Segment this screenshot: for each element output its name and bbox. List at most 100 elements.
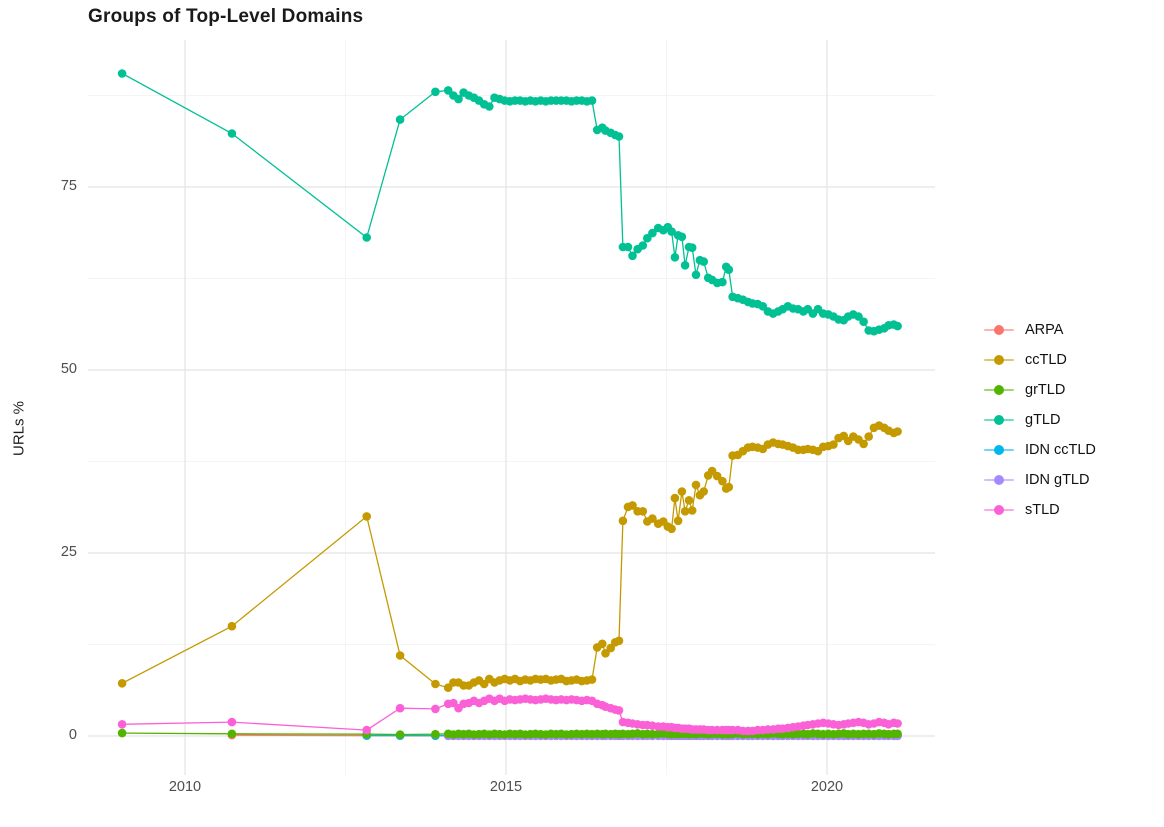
data-point [628,501,637,510]
data-point [680,507,690,516]
data-point [614,706,624,715]
data-point [431,704,440,714]
legend-key-icon [984,349,1014,371]
data-point [691,480,701,490]
data-point [864,432,873,441]
legend-key-icon [984,499,1014,521]
legend-key-dot [994,355,1004,365]
series-cctld [117,421,902,692]
data-point [227,129,237,138]
data-point [684,496,694,505]
x-tick-label: 2020 [810,779,844,795]
legend-key-dot [994,385,1004,395]
data-point [431,679,440,689]
data-point [718,476,727,486]
data-point [724,482,734,492]
legend-key-icon [984,439,1014,461]
data-point [699,257,708,266]
data-point [485,102,494,111]
data-point [670,493,680,503]
data-point [648,228,657,238]
data-point [623,242,633,252]
data-point [606,643,615,653]
legend: ARPA ccTLD grTLD gTLD IDN ccTLD IDN gTLD sTLD [984,315,1096,525]
data-point [648,514,657,523]
data-point [699,487,708,496]
data-point [638,241,648,250]
legend-item-grtld: grTLD [984,375,1096,405]
legend-item-cctld: ccTLD [984,345,1096,375]
data-point [673,516,683,526]
legend-key-icon [984,319,1014,341]
data-point [598,639,607,649]
data-point [395,651,405,660]
legend-item-idn-gtld: IDN gTLD [984,465,1096,495]
y-tick-label: 25 [60,543,77,560]
data-point [677,487,687,496]
data-point [601,649,610,658]
data-point [614,132,624,141]
data-point [667,524,676,534]
data-point [687,243,697,252]
data-point [587,96,597,105]
y-tick-label: 75 [60,177,77,194]
data-point [227,717,237,727]
data-point [614,636,624,646]
chart-title: Groups of Top-Level Domains [88,6,364,27]
data-point [893,729,902,739]
legend-item-label: IDN gTLD [1025,472,1090,488]
data-point [859,439,868,449]
y-tick-label: 0 [68,726,77,743]
data-point [395,730,405,739]
data-point [362,725,372,735]
legend-item-label: IDN ccTLD [1025,442,1096,458]
legend-key-dot [994,445,1004,455]
data-point [724,265,734,274]
legend-item-label: ARPA [1025,322,1064,338]
legend-key-icon [984,409,1014,431]
legend-key-dot [994,475,1004,485]
data-point [859,317,868,327]
x-tick-label: 2015 [489,779,523,795]
data-point [117,69,127,78]
legend-item-idn-cctld: IDN ccTLD [984,435,1096,465]
plot-area-svg [88,40,935,775]
data-point [395,115,405,124]
y-axis-title: URLs % [10,401,28,457]
data-point [829,440,838,449]
data-point [431,729,440,739]
legend-key-dot [994,325,1004,335]
data-point [893,321,902,331]
data-point [362,512,372,521]
legend-item-label: gTLD [1025,412,1061,428]
series-gtld [117,69,902,336]
data-point [431,87,440,97]
data-point [718,277,727,287]
data-point [691,270,701,280]
data-point [680,261,690,270]
legend-item-label: grTLD [1025,382,1066,398]
legend-key-dot [994,415,1004,425]
data-point [628,251,637,261]
data-point [395,703,405,713]
data-point [362,233,372,242]
data-point [587,675,597,684]
data-point [893,427,902,436]
data-point [227,729,237,739]
data-point [227,621,237,631]
data-point [677,232,687,242]
data-point [443,683,453,692]
legend-item-gtld: gTLD [984,405,1096,435]
data-point [454,94,463,104]
legend-item-arpa: ARPA [984,315,1096,345]
data-point [667,227,676,236]
data-point [670,253,680,262]
x-tick-label: 2010 [168,779,202,795]
data-point [117,679,127,688]
data-point [638,507,648,516]
data-point [117,728,127,738]
data-point [893,719,902,728]
legend-item-label: ccTLD [1025,352,1067,368]
chart-panel [88,40,935,775]
